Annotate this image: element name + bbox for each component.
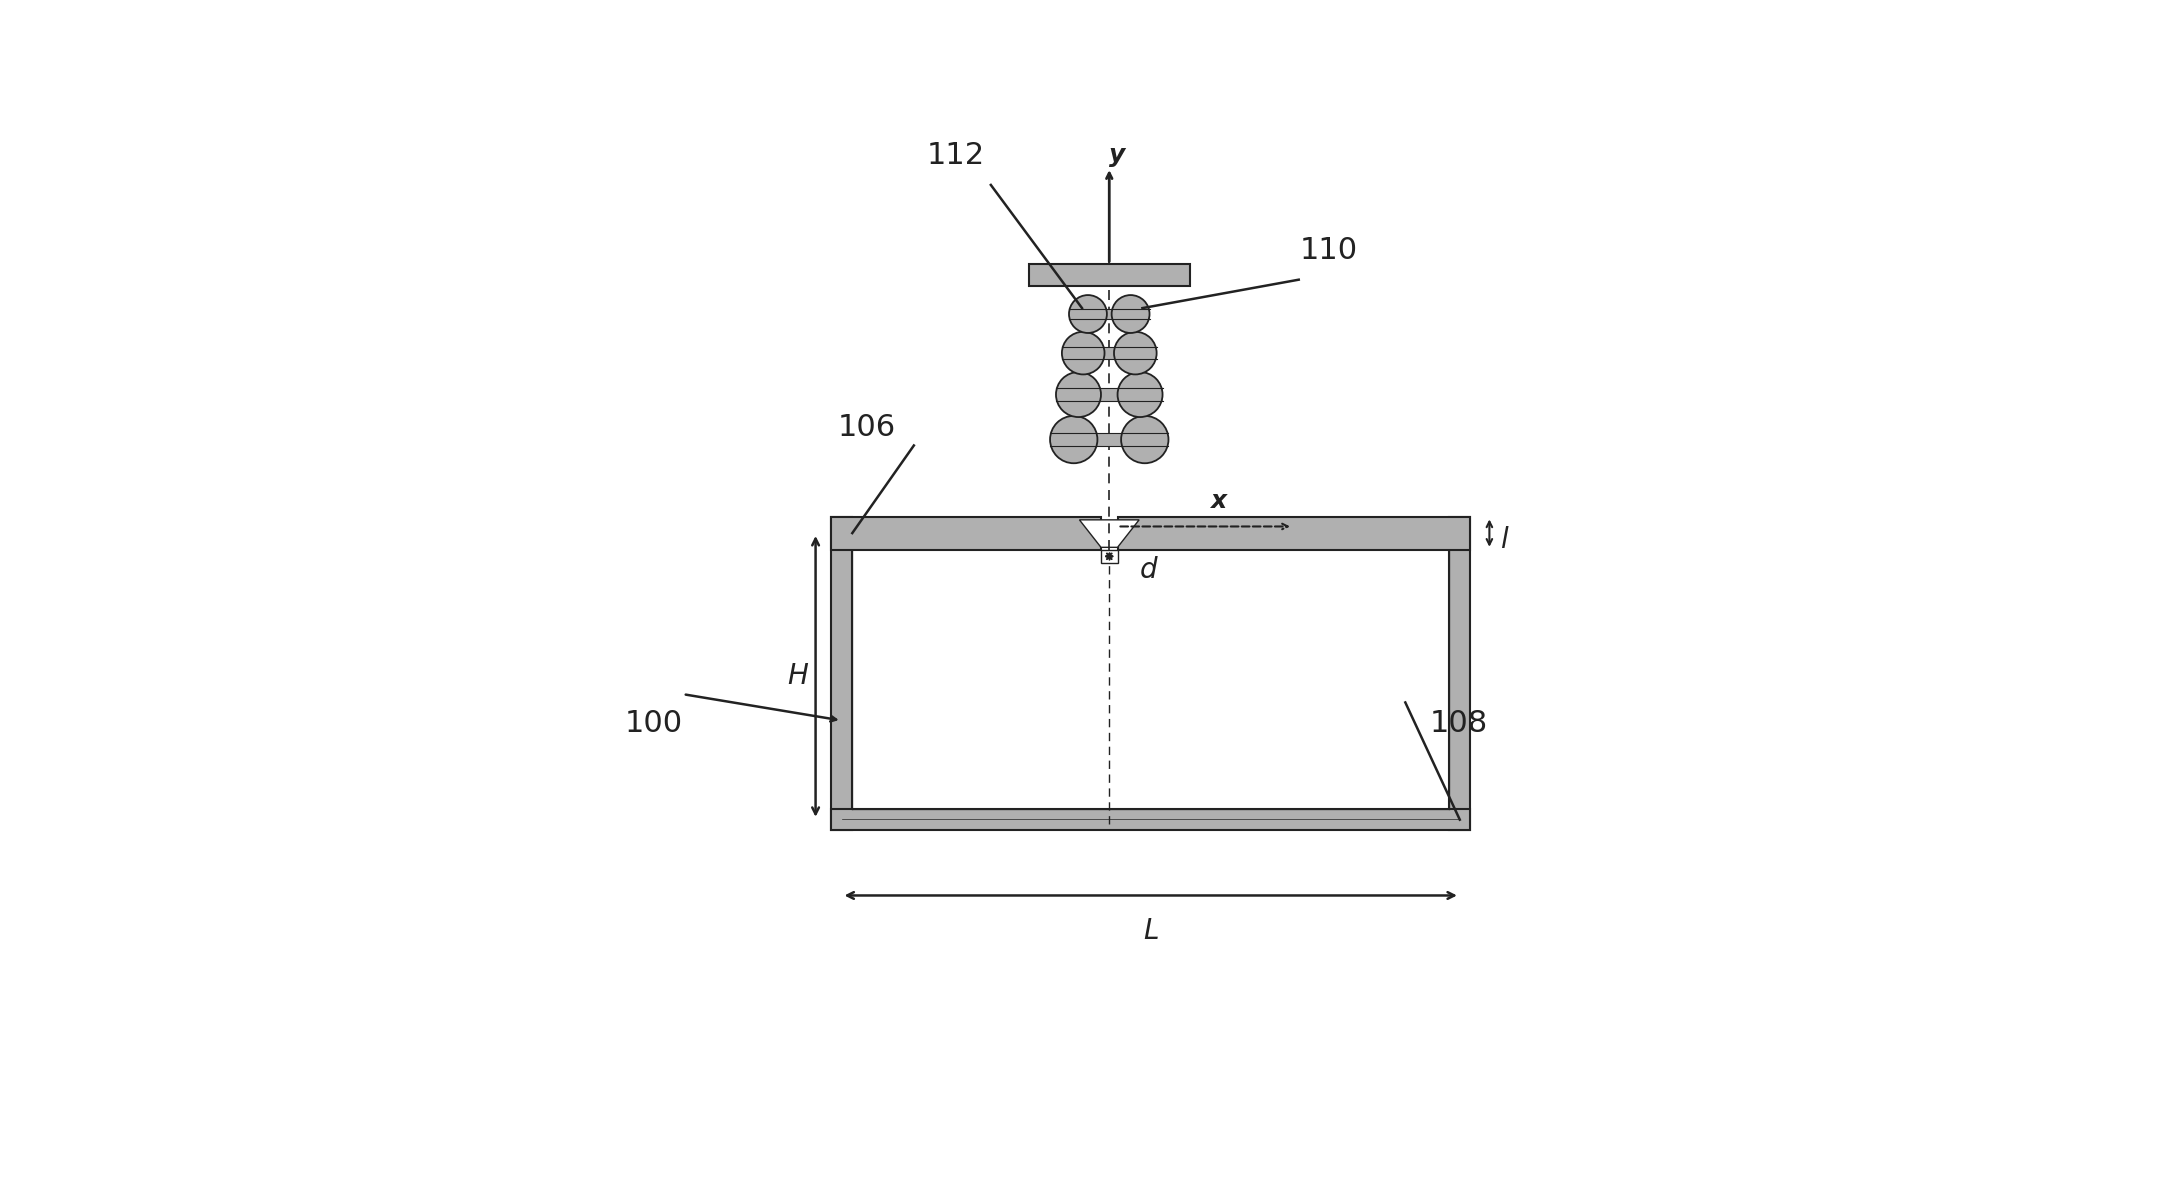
Text: 106: 106	[838, 413, 895, 443]
Text: H: H	[788, 662, 808, 691]
Circle shape	[1113, 332, 1157, 374]
Bar	[1118, 516, 1471, 550]
Bar	[832, 516, 1100, 550]
Circle shape	[1118, 372, 1164, 417]
Circle shape	[1057, 372, 1100, 417]
Bar	[1450, 516, 1471, 831]
Text: 108: 108	[1430, 710, 1489, 738]
Circle shape	[1070, 296, 1107, 334]
Bar	[1061, 348, 1157, 358]
Text: y: y	[1109, 144, 1126, 167]
Bar	[1050, 433, 1168, 446]
Circle shape	[1050, 415, 1098, 463]
Bar	[832, 810, 1471, 831]
Text: x: x	[1209, 489, 1227, 513]
Circle shape	[1061, 332, 1105, 374]
Text: 100: 100	[624, 710, 683, 738]
Text: L: L	[1144, 918, 1159, 945]
Circle shape	[1111, 296, 1150, 334]
Bar	[1100, 550, 1118, 563]
Text: 110: 110	[1299, 235, 1358, 265]
Text: 112: 112	[926, 141, 985, 170]
Bar	[1057, 388, 1164, 401]
Text: d: d	[1140, 556, 1157, 584]
Bar	[832, 516, 851, 831]
Bar	[1028, 265, 1190, 286]
Polygon shape	[1078, 520, 1140, 547]
Text: l: l	[1500, 526, 1508, 554]
Bar	[1070, 309, 1150, 319]
Circle shape	[1122, 415, 1168, 463]
